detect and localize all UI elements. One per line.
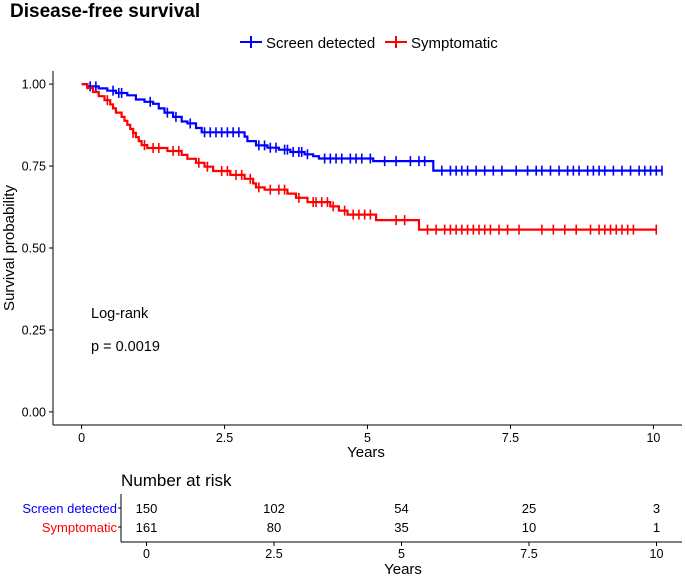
risk-x-tick-label: 5 [398,547,405,561]
y-tick-label: 0.25 [22,323,46,337]
risk-value-screen-detected: 3 [653,501,660,516]
risk-row-label-screen-detected: Screen detected [22,501,117,516]
risk-value-symptomatic: 80 [267,520,281,535]
y-axis-label: Survival probability [1,185,18,311]
y-tick-label: 0.00 [22,405,46,419]
legend: Screen detected Symptomatic [240,35,498,52]
x-axis-label: Years [347,444,385,461]
risk-value-screen-detected: 54 [394,501,408,516]
risk-table-title: Number at risk [121,471,232,490]
x-tick-label: 2.5 [216,431,233,445]
log-rank-label: Log-rank [91,306,149,322]
y-axis-ticks: 0.00 0.25 0.50 0.75 1.00 [22,78,53,419]
p-value-label: p = 0.0019 [91,339,160,355]
series-screen-detected [81,81,663,176]
risk-value-symptomatic: 35 [394,520,408,535]
survival-curves [81,81,663,235]
risk-table-x-ticks: 0 2.5 5 7.5 10 [143,542,663,561]
risk-x-tick-label: 0 [143,547,150,561]
y-tick-label: 0.75 [22,160,46,174]
risk-x-tick-label: 2.5 [265,547,282,561]
legend-label-symptomatic: Symptomatic [411,35,498,52]
risk-value-symptomatic: 1 [653,520,660,535]
risk-x-tick-label: 7.5 [520,547,537,561]
legend-label-screen-detected: Screen detected [266,35,375,52]
x-tick-label: 7.5 [502,431,519,445]
risk-value-symptomatic: 161 [136,520,158,535]
legend-item-screen-detected: Screen detected [240,35,375,52]
risk-value-screen-detected: 150 [136,501,158,516]
risk-value-screen-detected: 25 [522,501,536,516]
x-tick-label: 0 [78,431,85,445]
risk-table-x-label: Years [384,561,422,576]
x-axis-ticks: 0 2.5 5 7.5 10 [78,425,660,445]
survival-curve-screen-detected [81,83,662,172]
risk-row-label-symptomatic: Symptomatic [42,520,118,535]
risk-value-symptomatic: 10 [522,520,536,535]
y-tick-label: 1.00 [22,78,46,92]
y-tick-label: 0.50 [22,242,46,256]
x-tick-label: 10 [646,431,660,445]
legend-item-symptomatic: Symptomatic [385,35,498,52]
survival-curve-symptomatic [81,83,657,231]
chart-title: Disease-free survival [10,1,200,22]
x-tick-label: 5 [364,431,371,445]
risk-x-tick-label: 10 [650,547,664,561]
series-symptomatic [81,83,658,235]
risk-table-values: Screen detected 150 102 54 25 3 Symptomatic 161… [22,501,660,535]
risk-value-screen-detected: 102 [263,501,285,516]
